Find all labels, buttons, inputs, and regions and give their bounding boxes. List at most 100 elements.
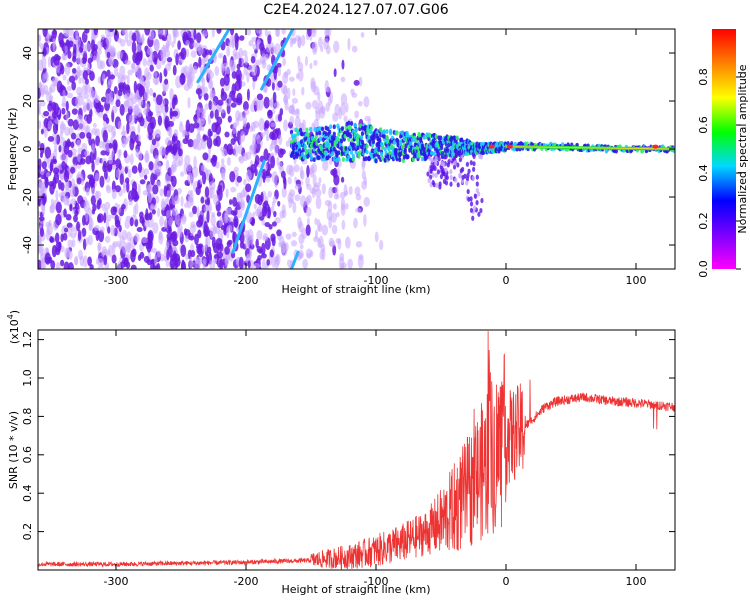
spectrogram-carrier-cell — [369, 130, 374, 136]
spectrogram-noise-cell — [179, 121, 183, 127]
spectrogram-noise-cell — [351, 92, 358, 98]
spectrogram-noise-cell — [276, 229, 282, 237]
spectrogram-noise-cell — [119, 103, 125, 116]
spectrogram-noise-cell — [131, 32, 137, 42]
spectrogram-carrier-cell — [460, 138, 464, 143]
spectrogram-noise-cell — [224, 246, 230, 255]
spectrogram-noise-cell — [105, 117, 110, 124]
spectrogram-carrier-cell — [374, 158, 378, 164]
spectrogram-noise-cell — [153, 39, 160, 52]
spectrogram-noise-cell — [282, 58, 287, 66]
spectrogram-tail-cell — [431, 172, 435, 178]
spectrogram-noise-cell — [218, 52, 224, 59]
spectrogram-noise-cell — [124, 84, 130, 91]
spectrogram-noise-cell — [216, 29, 222, 34]
spectrogram-noise-cell — [310, 77, 316, 90]
spectrogram-noise-cell — [363, 176, 368, 186]
spectrogram-noise-cell — [328, 186, 334, 199]
spectrogram-noise-cell — [165, 39, 170, 51]
spectrogram-noise-cell — [260, 253, 267, 259]
spectrogram-noise-cell — [42, 193, 46, 206]
spectrogram-noise-cell — [332, 112, 339, 122]
spectrogram-noise-cell — [305, 101, 312, 110]
spectrogram-noise-cell — [220, 225, 226, 231]
spectrogram-carrier-cell — [380, 155, 385, 161]
spectrogram-noise-cell — [75, 35, 81, 44]
spectrogram-noise-cell — [201, 171, 207, 185]
spectrogram-noise-cell — [283, 94, 288, 106]
spectrogram-carrier-cell — [337, 150, 341, 156]
spectrogram-noise-cell — [166, 209, 171, 219]
spectrogram-noise-cell — [338, 107, 342, 120]
spectrogram-noise-cell — [270, 155, 276, 169]
snr-panel: -300 -200 -100 0 100 0.2 0.4 0.6 0.8 1.0 1.2 Heigh… — [6, 310, 676, 596]
spectrogram-streak — [196, 29, 231, 84]
spectrogram-tail-cell — [472, 166, 476, 172]
spectrogram-noise-cell — [83, 44, 87, 53]
spectrogram-noise-cell — [136, 43, 142, 53]
spectrogram-noise-cell — [295, 108, 300, 119]
spectrogram-noise-cell — [188, 37, 195, 50]
spectrogram-noise-cell — [276, 62, 282, 68]
spectrogram-noise-cell — [155, 101, 159, 114]
spectrogram-noise-cell — [104, 201, 111, 210]
spectrogram-noise-cell — [266, 41, 272, 53]
spectrogram-noise-cell — [247, 260, 251, 269]
spectrogram-noise-cell — [244, 54, 249, 65]
spectrogram-noise-cell — [53, 172, 60, 184]
spectrogram-noise-cell — [181, 259, 185, 269]
spectrogram-noise-cell — [101, 73, 106, 82]
snr-scale-label: (x104) — [6, 310, 21, 344]
spectrogram-noise-cell — [231, 64, 236, 71]
spectrogram-noise-cell — [52, 167, 60, 175]
spectrogram-noise-cell — [263, 148, 269, 162]
spectrogram-noise-cell — [187, 96, 191, 109]
spectrogram-noise-cell — [64, 45, 68, 53]
spectrogram-tail-cell — [454, 177, 458, 183]
spectrogram-noise-cell — [120, 130, 128, 137]
spectrogram-noise-cell — [124, 59, 131, 66]
spectrogram-noise-cell — [103, 168, 108, 180]
spectrogram-noise-cell — [47, 102, 53, 112]
spectrogram-noise-cell — [163, 220, 168, 229]
spectrogram-noise-cell — [261, 205, 268, 217]
spectrogram-noise-cell — [294, 194, 301, 202]
spectrogram-noise-cell — [38, 216, 45, 222]
spectrogram-tail-cell — [426, 171, 430, 177]
spectrogram-tail-cell — [447, 159, 451, 165]
spectrogram-noise-cell — [159, 215, 164, 227]
spectrogram-noise-cell — [96, 59, 103, 70]
spectrogram-noise-cell — [306, 183, 312, 191]
spectrogram-noise-cell — [165, 241, 170, 251]
spectrogram-noise-cell — [43, 110, 50, 117]
spectrogram-noise-cell — [76, 114, 83, 123]
snr-ytick-label: 0.6 — [21, 446, 34, 464]
spectrogram-noise-cell — [242, 100, 249, 111]
spectrogram-noise-cell — [63, 170, 70, 183]
spectrogram-noise-cell — [105, 139, 112, 152]
spectrogram-noise-cell — [164, 146, 169, 156]
spectrogram-noise-cell — [274, 29, 280, 37]
spectrogram-tail-cell — [471, 175, 475, 182]
spectrogram-ytick-label: 0 — [21, 146, 34, 153]
spectrogram-noise-cell — [74, 209, 79, 217]
spectrogram-noise-cell — [82, 255, 88, 268]
spectrogram-noise-cell — [137, 134, 141, 143]
spectrogram-noise-cell — [214, 65, 220, 76]
spectrogram-carrier-cell — [398, 157, 402, 163]
spectrogram-noise-cell — [112, 139, 118, 151]
spectrogram-tail-cell — [477, 191, 481, 197]
spectrogram-noise-cell — [71, 67, 77, 74]
spectrogram-noise-cell — [137, 183, 141, 197]
spectrogram-carrier-cell — [360, 131, 365, 136]
spectrogram-noise-cell — [160, 29, 167, 38]
spectrogram-noise-cell — [270, 46, 277, 54]
spectrogram-noise-cell — [152, 92, 157, 98]
spectrogram-noise-cell — [65, 213, 72, 221]
spectrogram-tail-cell — [437, 152, 441, 158]
spectrogram-noise-cell — [286, 164, 293, 175]
spectrogram-noise-cell — [150, 203, 155, 210]
spectrogram-carrier-cell — [313, 127, 317, 132]
spectrogram-noise-cell — [306, 194, 312, 204]
spectrogram-noise-cell — [100, 150, 107, 156]
